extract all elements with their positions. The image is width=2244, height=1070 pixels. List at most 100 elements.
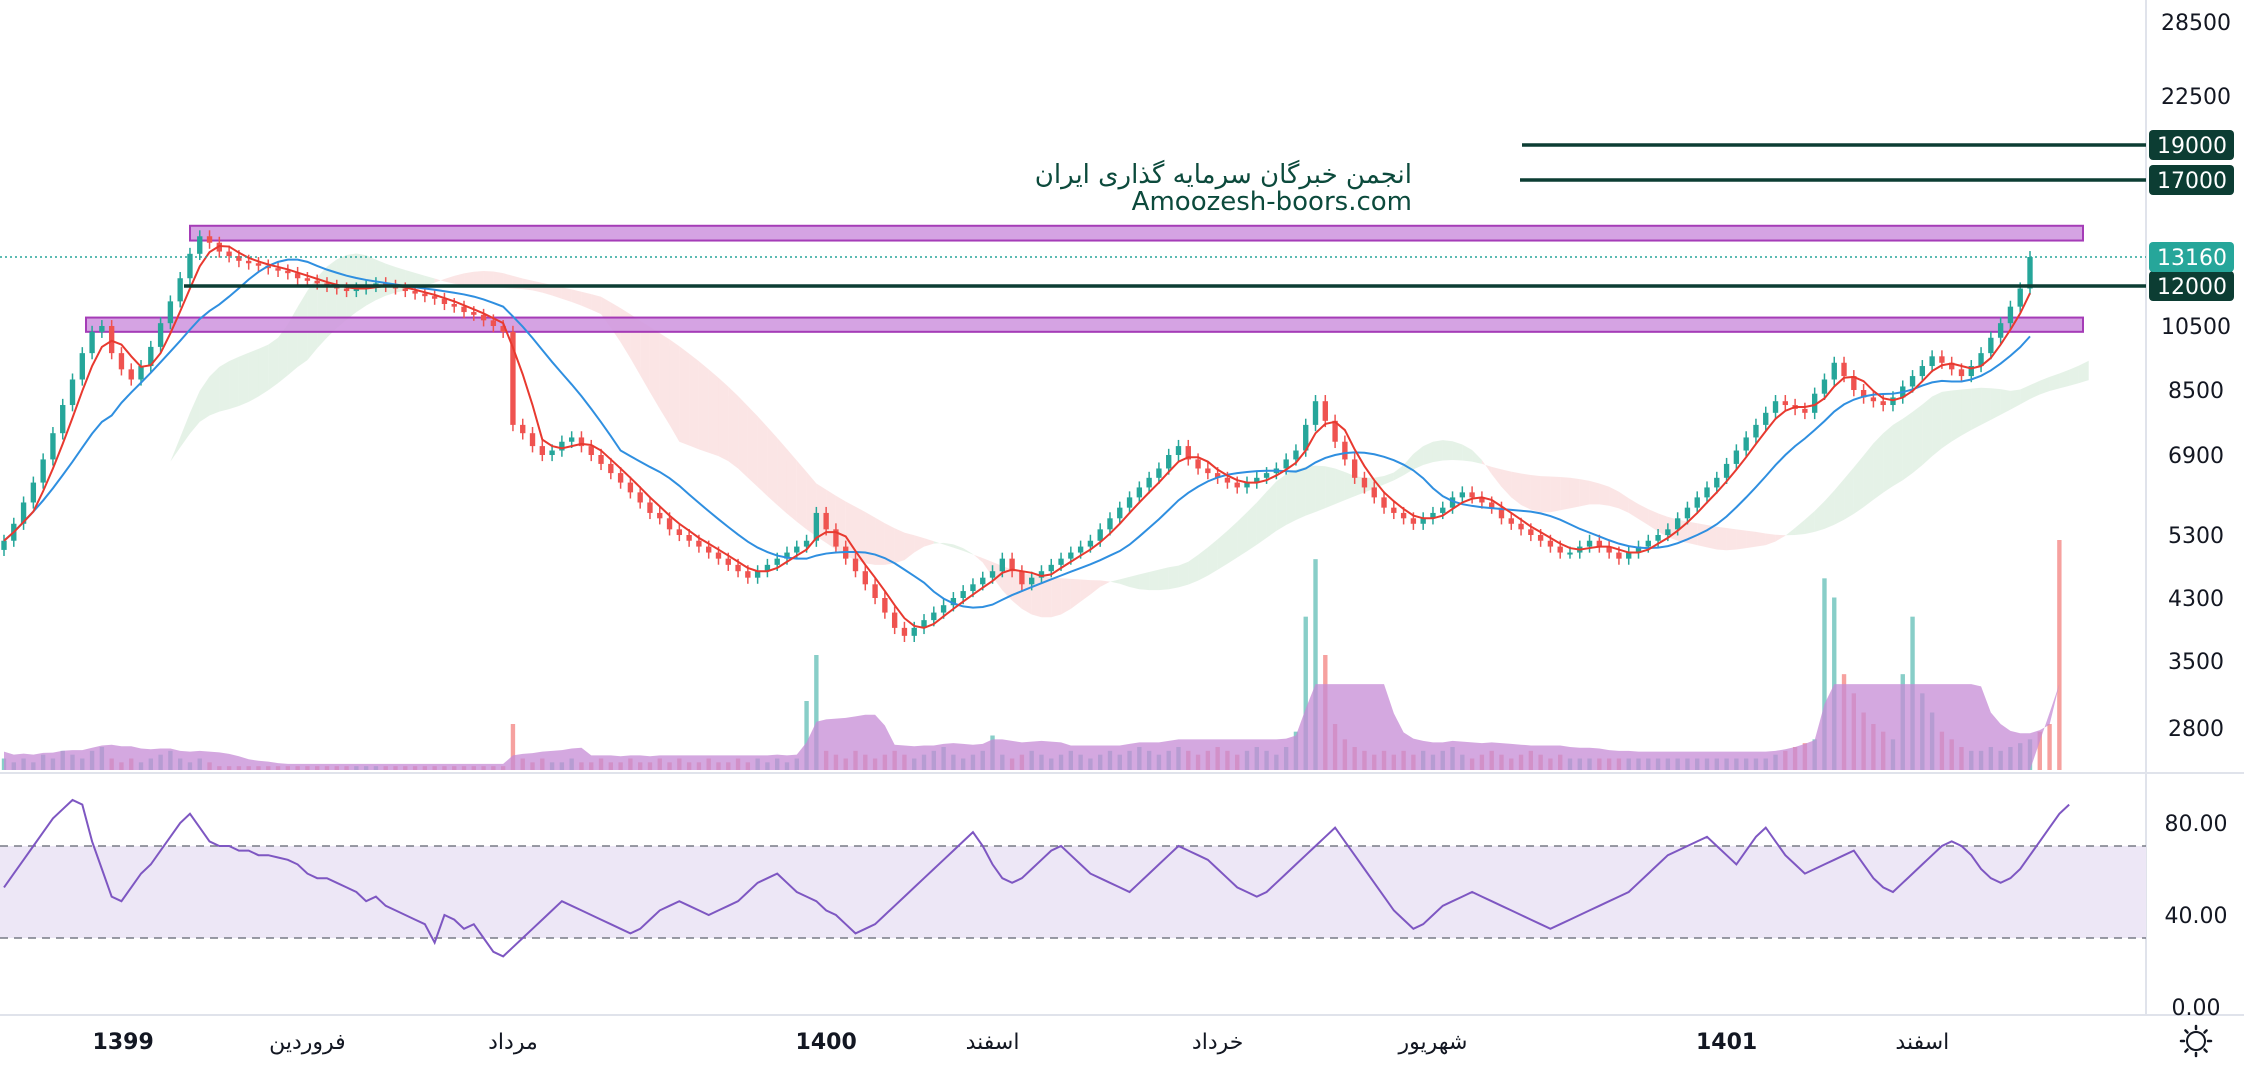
cloud-segment: [571, 289, 582, 306]
resistance-zone[interactable]: [189, 224, 2084, 242]
candle-body: [177, 278, 183, 302]
price-badge: [2149, 271, 2234, 301]
cloud-segment: [640, 320, 650, 393]
time-axis[interactable]: 1399 فروردین مرداد 1400 اسفند خرداد شهریور 1401…: [93, 1030, 1950, 1055]
cloud-segment: [1061, 578, 1071, 615]
resistance-zones[interactable]: [85, 224, 2084, 333]
cloud-segment: [1481, 459, 1492, 475]
candle-body: [1841, 362, 1847, 377]
cloud-segment: [884, 523, 895, 565]
price-tick-label: 22500: [2161, 85, 2231, 110]
cloud-segment: [268, 337, 279, 391]
rsi-axis[interactable]: 80.00 40.00 0.00: [2165, 812, 2228, 1021]
candle-body: [412, 291, 418, 294]
cloud-segment: [111, 521, 122, 533]
cloud-segment: [209, 366, 220, 416]
cloud-segment: [914, 535, 925, 553]
cloud-segment: [1736, 529, 1747, 550]
candle-body: [520, 424, 526, 434]
candle-body: [784, 552, 790, 559]
price-axis[interactable]: 28500 22500 10500 8500 6900 5300 4300 3500 2800: [2161, 11, 2231, 742]
cloud-segment: [356, 253, 367, 313]
candle-body: [989, 571, 996, 578]
candle-body: [1831, 362, 1837, 380]
candle-body: [1498, 507, 1505, 519]
candle-body: [1254, 477, 1260, 483]
cloud-segment: [1540, 476, 1551, 513]
candle-body: [1537, 535, 1544, 541]
cloud-segment: [953, 544, 964, 551]
candle-body: [451, 304, 457, 307]
candle-body: [1714, 477, 1720, 488]
cloud-segment: [434, 278, 445, 283]
candle-body: [921, 620, 927, 628]
candle-body: [735, 564, 741, 572]
candle-body: [1978, 353, 1984, 367]
price-tick-label: 10500: [2161, 315, 2231, 340]
cloud-segment: [170, 437, 181, 462]
cloud-segment: [473, 271, 484, 287]
cloud-segment: [2069, 365, 2079, 386]
cloud-segment: [1853, 455, 1864, 514]
rsi-band: [0, 846, 2146, 938]
candle-body: [1146, 477, 1152, 488]
candle-body: [1283, 459, 1289, 469]
cloud-segment: [1628, 498, 1639, 519]
candle-body: [1381, 497, 1387, 508]
cloud-segment: [933, 541, 944, 545]
candle-body: [803, 540, 810, 547]
watermark-line2: Amoozesh-boors.com: [1132, 187, 1412, 217]
rsi-tick-label: 40.00: [2165, 904, 2228, 929]
candle-body: [138, 366, 144, 380]
candle-body: [1205, 468, 1211, 474]
horizontal-levels[interactable]: [184, 143, 2146, 288]
candle-body: [236, 256, 242, 261]
cloud-segment: [1070, 578, 1081, 609]
cloud-segment: [1697, 523, 1708, 548]
cloud-segment: [1971, 387, 1982, 430]
cloud-segment: [1873, 433, 1884, 500]
volume-bar: [2037, 731, 2042, 770]
cloud-segment: [1452, 441, 1463, 461]
resistance-zone[interactable]: [85, 316, 2084, 333]
candle-body: [226, 251, 232, 257]
cloud-segment: [943, 542, 954, 548]
cloud-segment: [1932, 391, 1942, 457]
price-tick-label: 28500: [2161, 11, 2231, 36]
candle-body: [1185, 446, 1191, 460]
cloud-segment: [845, 501, 856, 561]
candle-body: [1440, 507, 1446, 513]
candle-body: [480, 314, 487, 321]
candle-body: [50, 433, 56, 460]
cloud-segment: [1579, 479, 1590, 507]
candle-body: [745, 571, 751, 578]
cloud-segment: [1227, 521, 1238, 564]
candle-body: [1009, 558, 1015, 572]
candle-body: [1361, 477, 1368, 488]
cloud-segment: [199, 376, 210, 422]
cloud-segment: [141, 488, 151, 501]
cloud-segment: [1951, 389, 1962, 442]
volume-bar: [1832, 597, 1837, 770]
cloud-segment: [385, 263, 396, 296]
cloud-segment: [1814, 501, 1825, 532]
cloud-segment: [1100, 580, 1110, 587]
gear-icon[interactable]: [2179, 1024, 2213, 1058]
cloud-segment: [728, 386, 739, 469]
cloud-segment: [718, 377, 729, 462]
cloud-segment: [689, 353, 699, 450]
candle-body: [422, 293, 428, 297]
candle-body: [627, 482, 634, 493]
candle-body: [461, 306, 467, 313]
candle-body: [40, 459, 46, 483]
candle-body: [882, 598, 888, 613]
cloud-segment: [777, 437, 787, 514]
candle-body: [588, 446, 594, 455]
cloud-segment: [1511, 471, 1522, 506]
price-tick-label: 8500: [2168, 379, 2224, 404]
candle-body: [1763, 412, 1769, 425]
candle-body: [314, 280, 320, 284]
candle-body: [1743, 437, 1749, 451]
candle-body: [940, 605, 947, 613]
